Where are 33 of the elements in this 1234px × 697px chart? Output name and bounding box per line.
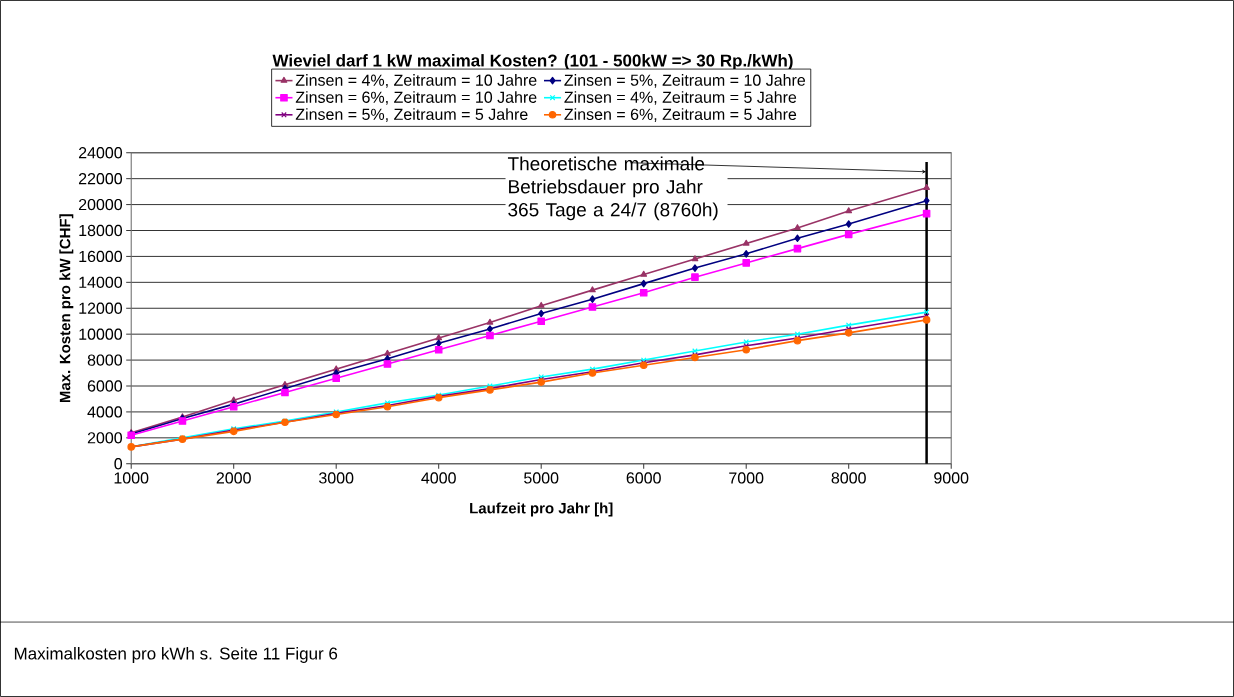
y-tick-label: 4000 bbox=[87, 406, 123, 418]
y-tick-label: 20000 bbox=[78, 198, 123, 211]
x-tick-label: 4000 bbox=[421, 472, 456, 484]
legend-label: Zinsen = 5%, Zeitraum = 10 Jahre bbox=[564, 74, 806, 88]
legend-label: Zinsen = 5%, Zeitraum = 5 Jahre bbox=[295, 108, 528, 122]
ref-line-label: Theoretische maximale Betriebsdauer pro Jahr 365 Tage a 24/7 (8760h) bbox=[507, 156, 718, 221]
y-tick-label: 18000 bbox=[79, 224, 123, 237]
legend-label: Zinsen = 6%, Zeitraum = 10 Jahre bbox=[295, 91, 537, 105]
y-tick-label: 8000 bbox=[87, 354, 123, 366]
y-tick-label: 22000 bbox=[78, 173, 123, 185]
legend-label: Zinsen = 6%, Zeitraum = 5 Jahre bbox=[564, 108, 797, 122]
y-tick-label: 12000 bbox=[79, 302, 123, 314]
y-tick-label: 14000 bbox=[79, 276, 123, 288]
y-tick-label: 16000 bbox=[79, 250, 123, 263]
x-tick-label: 3000 bbox=[319, 472, 354, 484]
x-tick-label: 8000 bbox=[831, 472, 866, 484]
y-tick-label: 6000 bbox=[87, 380, 123, 392]
x-axis-title: Laufzeit pro Jahr [h] bbox=[470, 502, 613, 517]
y-tick-label: 10000 bbox=[79, 328, 123, 340]
y-tick-label: 0 bbox=[114, 458, 123, 470]
x-tick-label: 7000 bbox=[729, 472, 764, 484]
y-tick-label: 24000 bbox=[78, 147, 123, 159]
x-tick-label: 2000 bbox=[216, 472, 251, 484]
x-tick-label: 5000 bbox=[524, 472, 559, 484]
y-axis-title: Max. Kosten pro kW [CHF] bbox=[59, 214, 74, 403]
text: Maximalkosten pro kWh s. Seite 11 Figur 6 bbox=[14, 647, 338, 663]
chart-title: Wieviel darf 1 kW maximal Kosten? (101 - 500kW => 30 Rp./kWh) bbox=[272, 54, 793, 70]
x-tick-label: 1000 bbox=[114, 472, 149, 484]
x-tick-label: 9000 bbox=[934, 472, 969, 484]
y-tick-label: 2000 bbox=[87, 432, 123, 444]
legend-label: Zinsen = 4%, Zeitraum = 5 Jahre bbox=[564, 91, 797, 105]
legend-label: Zinsen = 4%, Zeitraum = 10 Jahre bbox=[295, 74, 537, 88]
x-tick-label: 6000 bbox=[626, 472, 661, 484]
